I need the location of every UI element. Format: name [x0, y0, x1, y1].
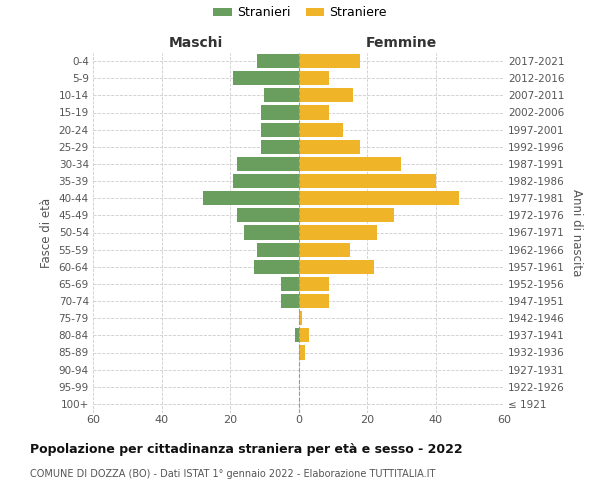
Bar	[299, 311, 302, 325]
Bar	[299, 242, 350, 256]
Bar	[261, 122, 299, 136]
Bar	[299, 88, 353, 102]
Bar	[233, 71, 299, 85]
Bar	[299, 260, 374, 274]
Text: Femmine: Femmine	[365, 36, 437, 50]
Bar	[299, 226, 377, 239]
Bar	[261, 140, 299, 154]
Bar	[237, 157, 299, 171]
Bar	[299, 54, 360, 68]
Bar	[257, 242, 299, 256]
Bar	[299, 157, 401, 171]
Legend: Stranieri, Straniere: Stranieri, Straniere	[213, 6, 387, 19]
Y-axis label: Fasce di età: Fasce di età	[40, 198, 53, 268]
Text: Maschi: Maschi	[169, 36, 223, 50]
Bar	[299, 328, 309, 342]
Bar	[299, 140, 360, 154]
Bar	[299, 122, 343, 136]
Bar	[299, 294, 329, 308]
Bar	[254, 260, 299, 274]
Bar	[299, 71, 329, 85]
Bar	[299, 106, 329, 120]
Bar	[295, 328, 299, 342]
Bar	[299, 277, 329, 291]
Bar	[281, 277, 299, 291]
Text: Popolazione per cittadinanza straniera per età e sesso - 2022: Popolazione per cittadinanza straniera p…	[30, 442, 463, 456]
Bar	[233, 174, 299, 188]
Y-axis label: Anni di nascita: Anni di nascita	[571, 189, 583, 276]
Bar	[299, 174, 436, 188]
Bar	[299, 208, 394, 222]
Text: COMUNE DI DOZZA (BO) - Dati ISTAT 1° gennaio 2022 - Elaborazione TUTTITALIA.IT: COMUNE DI DOZZA (BO) - Dati ISTAT 1° gen…	[30, 469, 436, 479]
Bar	[203, 191, 299, 205]
Bar	[244, 226, 299, 239]
Bar	[281, 294, 299, 308]
Bar	[264, 88, 299, 102]
Bar	[299, 346, 305, 360]
Bar	[261, 106, 299, 120]
Bar	[299, 191, 460, 205]
Bar	[257, 54, 299, 68]
Bar	[237, 208, 299, 222]
